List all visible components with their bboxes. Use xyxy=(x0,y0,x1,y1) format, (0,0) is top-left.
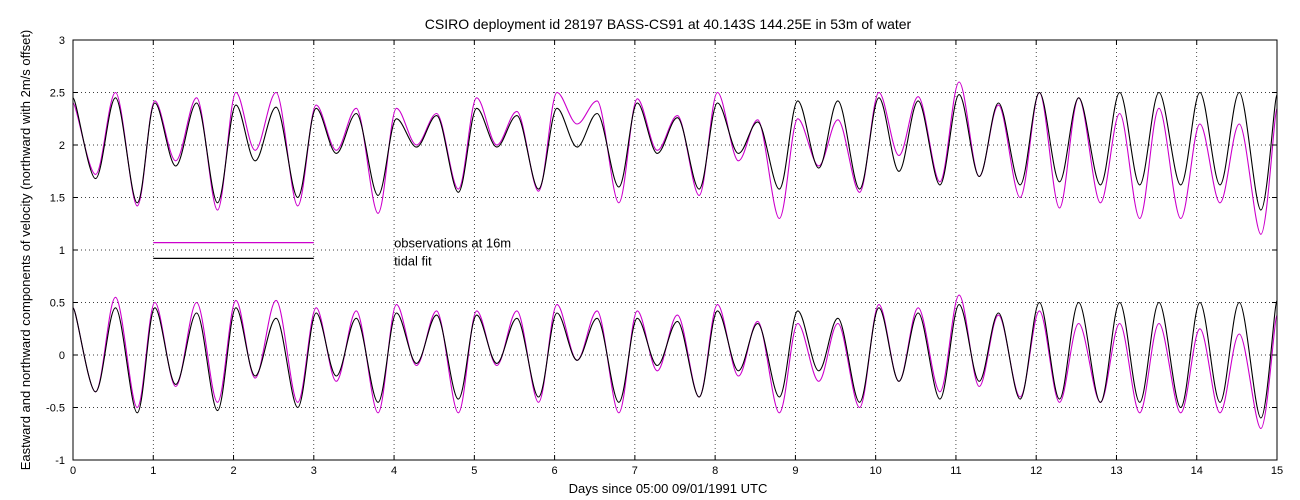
series-line-tidal-fit-northward xyxy=(72,91,1278,211)
x-tick-label: 4 xyxy=(391,465,397,477)
x-axis-label: Days since 05:00 09/01/1991 UTC xyxy=(569,481,768,496)
y-tick-label: 3 xyxy=(59,35,65,47)
x-tick-label: 9 xyxy=(792,465,798,477)
series-layer xyxy=(72,81,1278,430)
x-tick-label: 14 xyxy=(1191,465,1203,477)
y-tick-label: 0.5 xyxy=(50,298,65,310)
legend: observations at 16m tidal fit xyxy=(153,236,511,268)
series-line-tidal-fit-eastward xyxy=(72,299,1278,419)
y-axis-label: Eastward and northward components of vel… xyxy=(18,30,33,471)
x-tick-label: 8 xyxy=(712,465,718,477)
x-tick-label: 15 xyxy=(1271,465,1283,477)
chart-title: CSIRO deployment id 28197 BASS-CS91 at 4… xyxy=(425,16,912,32)
y-tick-label: 1.5 xyxy=(50,193,65,205)
series-line-observations-at-16m-eastward xyxy=(72,294,1278,430)
legend-label-observations: observations at 16m xyxy=(394,236,511,251)
x-tick-label: 11 xyxy=(950,465,961,477)
x-tick-label: 6 xyxy=(552,465,558,477)
x-tick-label: 0 xyxy=(70,465,76,477)
y-tick-label: 2.5 xyxy=(50,88,65,100)
y-tick-label: -0.5 xyxy=(46,403,65,415)
y-tick-label: -1 xyxy=(55,455,65,467)
y-tick-label: 0 xyxy=(59,350,65,362)
x-tick-label: 7 xyxy=(632,465,638,477)
x-tick-label: 5 xyxy=(471,465,477,477)
x-tick-label: 2 xyxy=(230,465,236,477)
x-tick-label: 13 xyxy=(1110,465,1122,477)
x-tick-label: 12 xyxy=(1030,465,1042,477)
series-line-observations-at-16m-northward xyxy=(72,81,1278,235)
y-tick-label: 1 xyxy=(59,245,65,257)
x-tick-label: 1 xyxy=(150,465,156,477)
axis-ticks: 0 1 2 3 4 5 6 7 8 9 10 11 12 13 14 15-1-0.500.511.522.5… xyxy=(46,35,1283,477)
x-tick-label: 3 xyxy=(311,465,317,477)
y-tick-label: 2 xyxy=(59,140,65,152)
x-tick-label: 10 xyxy=(870,465,882,477)
legend-label-tidal-fit: tidal fit xyxy=(394,253,432,268)
